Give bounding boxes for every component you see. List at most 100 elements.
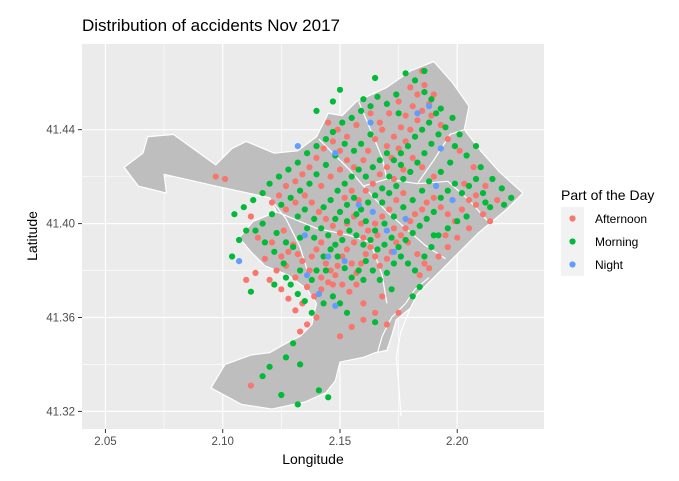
accident-point-morning (294, 290, 301, 298)
accident-point-afternoon (414, 117, 421, 124)
accident-point-morning (346, 227, 353, 234)
accident-point-morning (430, 232, 437, 239)
accident-point-morning (318, 225, 325, 232)
accident-point-morning (336, 300, 344, 307)
accident-point-morning (489, 175, 496, 183)
accident-point-afternoon (421, 82, 428, 89)
accident-point-afternoon (372, 253, 379, 260)
accident-point-night (341, 258, 348, 265)
accident-point-morning (278, 201, 285, 208)
accident-point-afternoon (390, 225, 397, 232)
accident-point-afternoon (282, 206, 290, 213)
accident-point-morning (275, 173, 283, 180)
accident-point-night (332, 302, 339, 309)
accident-point-morning (259, 220, 266, 227)
accident-point-afternoon (402, 112, 409, 119)
accident-point-morning (365, 199, 372, 206)
accident-point-morning (465, 182, 473, 190)
accident-point-morning (353, 211, 360, 218)
accident-point-morning (358, 140, 365, 147)
y-tick-label: 41.40 (46, 219, 75, 231)
accident-point-afternoon (414, 251, 421, 258)
accident-point-morning (404, 143, 412, 150)
accident-point-morning (421, 67, 428, 75)
accident-point-afternoon (402, 138, 409, 145)
accident-point-morning (416, 222, 423, 229)
accident-point-morning (259, 190, 266, 197)
accident-point-morning (308, 276, 315, 283)
accident-point-afternoon (470, 164, 477, 171)
accident-point-afternoon (376, 119, 383, 126)
accident-point-afternoon (247, 382, 254, 389)
accident-point-afternoon (343, 133, 351, 140)
legend-title: Part of the Day (561, 187, 654, 203)
accident-point-morning (498, 185, 505, 192)
accident-point-morning (379, 199, 386, 206)
accident-point-morning (388, 286, 395, 293)
legend-swatch-night (569, 261, 576, 268)
accident-point-afternoon (426, 265, 433, 272)
accident-point-afternoon (367, 244, 374, 251)
accident-point-morning (259, 373, 266, 380)
accident-point-afternoon (318, 239, 325, 246)
accident-point-morning (322, 267, 329, 274)
accident-point-afternoon (362, 187, 369, 194)
accident-point-morning (437, 194, 444, 201)
accident-point-afternoon (339, 253, 346, 260)
accident-point-morning (463, 213, 470, 220)
accident-point-afternoon (465, 225, 473, 232)
accident-point-afternoon (348, 260, 355, 267)
accident-point-afternoon (343, 246, 351, 253)
accident-point-morning (421, 89, 428, 96)
accident-point-morning (313, 143, 320, 150)
accident-point-morning (437, 168, 444, 175)
accident-point-afternoon (334, 262, 341, 269)
accident-point-afternoon (285, 295, 292, 302)
accident-point-morning (327, 246, 334, 253)
accident-point-morning (360, 276, 367, 283)
accident-point-morning (421, 253, 428, 260)
accident-point-morning (381, 220, 388, 227)
accident-point-afternoon (383, 321, 390, 328)
accident-point-afternoon (383, 255, 390, 262)
accident-point-afternoon (458, 206, 465, 213)
accident-point-afternoon (313, 154, 320, 161)
accident-point-morning (397, 161, 404, 168)
accident-point-afternoon (311, 293, 318, 300)
accident-point-afternoon (419, 164, 426, 171)
accident-point-morning (304, 150, 311, 157)
accident-point-morning (383, 150, 390, 157)
accident-point-morning (301, 298, 308, 305)
accident-point-afternoon (367, 110, 374, 117)
accident-point-morning (358, 107, 365, 114)
accident-point-morning (449, 114, 456, 121)
accident-point-morning (294, 213, 301, 220)
accident-point-afternoon (379, 126, 386, 133)
accident-point-afternoon (318, 182, 325, 190)
accident-point-morning (311, 234, 318, 241)
accident-point-morning (372, 227, 379, 234)
accident-point-afternoon (423, 199, 430, 206)
accident-point-afternoon (353, 281, 360, 288)
accident-point-morning (341, 140, 348, 147)
accident-point-morning (409, 229, 416, 237)
accident-point-afternoon (362, 251, 369, 258)
accident-point-morning (261, 239, 268, 246)
accident-point-morning (339, 119, 346, 126)
legend-swatch-afternoon (569, 215, 576, 222)
accident-point-afternoon (292, 178, 299, 185)
accident-point-night (402, 215, 409, 222)
accident-point-afternoon (306, 164, 313, 171)
accident-point-morning (393, 91, 400, 98)
accident-point-morning (247, 288, 254, 295)
accident-point-afternoon (327, 173, 334, 180)
accident-point-morning (411, 133, 419, 140)
accident-point-afternoon (479, 211, 487, 218)
accident-point-morning (350, 194, 358, 201)
accident-point-morning (348, 173, 355, 180)
accident-point-afternoon (360, 234, 367, 241)
accident-point-afternoon (297, 328, 304, 335)
accident-point-morning (332, 215, 339, 222)
accident-point-afternoon (273, 267, 280, 274)
accident-point-morning (297, 187, 304, 194)
